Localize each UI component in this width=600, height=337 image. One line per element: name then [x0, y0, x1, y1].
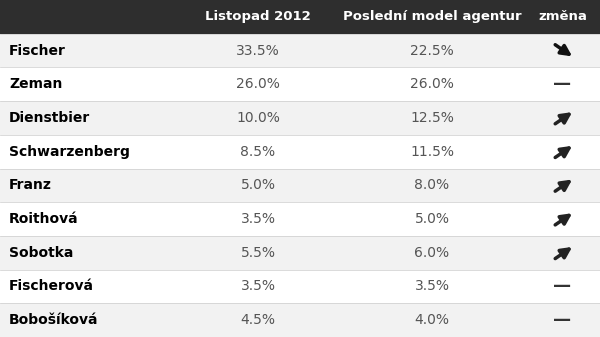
Text: 8.0%: 8.0% [415, 178, 449, 192]
Bar [0, 0, 600, 34]
Text: 5.5%: 5.5% [241, 246, 275, 260]
Text: 26.0%: 26.0% [410, 77, 454, 91]
Text: 4.0%: 4.0% [415, 313, 449, 327]
Text: 3.5%: 3.5% [241, 279, 275, 294]
Text: změna: změna [538, 10, 587, 23]
Text: 10.0%: 10.0% [236, 111, 280, 125]
Text: 26.0%: 26.0% [236, 77, 280, 91]
Text: Listopad 2012: Listopad 2012 [205, 10, 311, 23]
Bar [0, 168, 600, 202]
Bar [0, 202, 600, 236]
Text: Roithová: Roithová [9, 212, 79, 226]
Text: 5.0%: 5.0% [241, 178, 275, 192]
Bar [0, 101, 600, 135]
Text: Fischerová: Fischerová [9, 279, 94, 294]
Text: —: — [553, 311, 572, 329]
Text: Poslední model agentur: Poslední model agentur [343, 10, 521, 23]
Text: Zeman: Zeman [9, 77, 62, 91]
Text: Bobošíková: Bobošíková [9, 313, 98, 327]
Text: Schwarzenberg: Schwarzenberg [9, 145, 130, 159]
Bar [0, 303, 600, 337]
Text: 12.5%: 12.5% [410, 111, 454, 125]
Text: 3.5%: 3.5% [415, 279, 449, 294]
Text: 4.5%: 4.5% [241, 313, 275, 327]
Text: 22.5%: 22.5% [410, 43, 454, 58]
Text: 8.5%: 8.5% [241, 145, 275, 159]
Bar [0, 34, 600, 67]
Text: 11.5%: 11.5% [410, 145, 454, 159]
Text: 33.5%: 33.5% [236, 43, 280, 58]
Text: —: — [553, 75, 572, 93]
Bar [0, 67, 600, 101]
Text: 3.5%: 3.5% [241, 212, 275, 226]
Bar [0, 135, 600, 168]
Bar [0, 236, 600, 270]
Text: 6.0%: 6.0% [415, 246, 449, 260]
Text: Sobotka: Sobotka [9, 246, 73, 260]
Bar [0, 270, 600, 303]
Text: —: — [553, 277, 572, 296]
Text: 5.0%: 5.0% [415, 212, 449, 226]
Text: Dienstbier: Dienstbier [9, 111, 90, 125]
Text: Fischer: Fischer [9, 43, 66, 58]
Text: Franz: Franz [9, 178, 52, 192]
